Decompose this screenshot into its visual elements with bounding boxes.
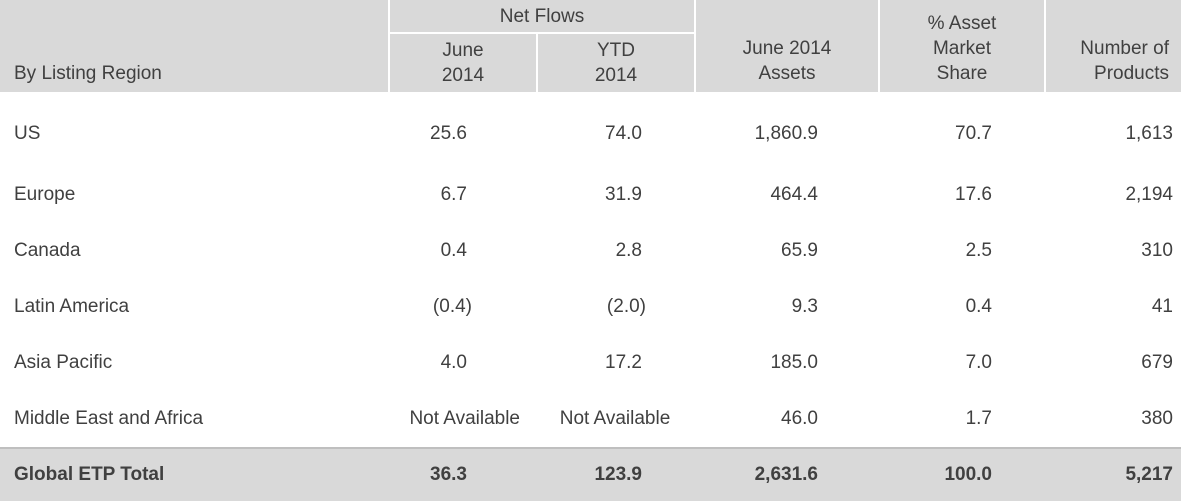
share-header-line3: Share — [936, 63, 988, 84]
assets-cell: 185.0 — [770, 352, 818, 373]
table-row: Europe 6.7 31.9 464.4 17.6 2,194 — [0, 167, 1181, 223]
assets-cell: 65.9 — [781, 240, 818, 261]
market-share-column-header: % Asset Market Share — [878, 0, 1044, 95]
total-share-cell: 100.0 — [878, 447, 1044, 501]
table-header: By Listing Region Net Flows June 2014 As… — [0, 0, 1181, 95]
table-row: Asia Pacific 4.0 17.2 185.0 7.0 679 — [0, 335, 1181, 391]
region-cell: US — [14, 123, 41, 144]
products-cell: 310 — [1141, 240, 1173, 261]
share-cell: 7.0 — [965, 352, 992, 373]
ytd-header-line1: YTD — [597, 40, 635, 62]
products-column-header: Number of Products — [1044, 0, 1181, 95]
total-label-cell: Global ETP Total — [0, 447, 388, 501]
june-2014-column-header: June 2014 — [388, 34, 536, 95]
products-header-line2: Products — [1094, 63, 1169, 84]
total-june-flow-cell: 36.3 — [388, 447, 536, 501]
share-cell: 70.7 — [955, 123, 992, 144]
ytd-flow-cell: Not Available — [559, 408, 671, 429]
ytd-flow-cell: 31.9 — [605, 184, 642, 205]
region-cell: Latin America — [14, 296, 130, 317]
products-header-line1: Number of — [1080, 38, 1169, 59]
share-header-line1: % Asset — [927, 13, 997, 34]
share-cell: 1.7 — [965, 408, 992, 429]
table-footer: Global ETP Total 36.3 123.9 2,631.6 100.… — [0, 447, 1181, 501]
assets-column-header: June 2014 Assets — [694, 0, 878, 95]
products-cell: 41 — [1151, 296, 1173, 317]
share-cell: 0.4 — [965, 296, 992, 317]
assets-header-line1: June 2014 — [742, 38, 832, 59]
assets-cell: 464.4 — [770, 184, 818, 205]
june-header-line2: 2014 — [441, 65, 485, 87]
products-cell: 380 — [1141, 408, 1173, 429]
ytd-flow-cell: (2.0) — [606, 296, 646, 317]
table-row: Latin America (0.4) (2.0) 9.3 0.4 41 — [0, 279, 1181, 335]
products-cell: 679 — [1141, 352, 1173, 373]
assets-cell: 9.3 — [791, 296, 818, 317]
ytd-2014-column-header: YTD 2014 — [536, 34, 694, 95]
region-cell: Canada — [14, 240, 81, 261]
region-column-header: By Listing Region — [0, 0, 388, 95]
ytd-flow-cell: 74.0 — [605, 123, 642, 144]
table-row: Canada 0.4 2.8 65.9 2.5 310 — [0, 223, 1181, 279]
june-header-line1: June — [442, 40, 484, 62]
june-flow-cell: 4.0 — [440, 352, 467, 373]
ytd-flow-cell: 17.2 — [605, 352, 642, 373]
region-cell: Middle East and Africa — [14, 408, 204, 429]
region-cell: Asia Pacific — [14, 352, 113, 373]
table-row: US 25.6 74.0 1,860.9 70.7 1,613 — [0, 95, 1181, 167]
total-assets-cell: 2,631.6 — [694, 447, 878, 501]
total-ytd-flow-cell: 123.9 — [536, 447, 694, 501]
june-flow-cell: 0.4 — [440, 240, 467, 261]
table-row: Middle East and Africa Not Available Not… — [0, 391, 1181, 447]
total-row: Global ETP Total 36.3 123.9 2,631.6 100.… — [0, 447, 1181, 501]
net-flows-group-header: Net Flows — [388, 0, 694, 35]
assets-cell: 46.0 — [781, 408, 818, 429]
june-flow-cell: Not Available — [409, 408, 520, 429]
june-flow-cell: 6.7 — [440, 184, 467, 205]
region-cell: Europe — [14, 184, 76, 205]
june-flow-cell: 25.6 — [430, 123, 467, 144]
products-cell: 1,613 — [1125, 123, 1173, 144]
share-cell: 2.5 — [965, 240, 992, 261]
share-cell: 17.6 — [955, 184, 992, 205]
table-body: US 25.6 74.0 1,860.9 70.7 1,613 Europe 6… — [0, 95, 1181, 447]
ytd-header-line2: 2014 — [594, 65, 638, 87]
share-header-line2: Market — [932, 38, 992, 59]
total-products-cell: 5,217 — [1044, 447, 1181, 501]
assets-cell: 1,860.9 — [754, 123, 818, 144]
ytd-flow-cell: 2.8 — [615, 240, 642, 261]
products-cell: 2,194 — [1125, 184, 1173, 205]
june-flow-cell: (0.4) — [432, 296, 472, 317]
assets-header-line2: Assets — [758, 63, 816, 84]
